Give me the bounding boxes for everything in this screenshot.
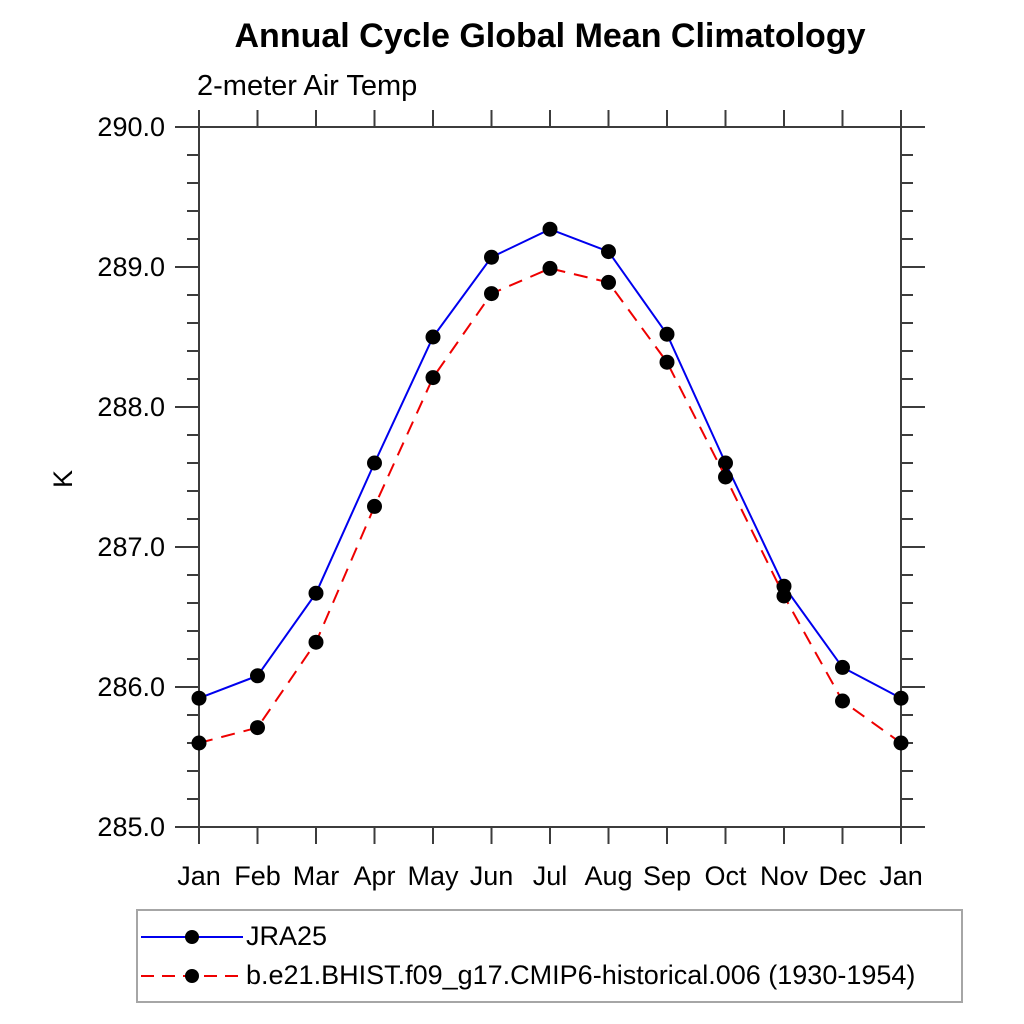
x-tick-label: Jan [879, 861, 923, 891]
y-tick-label: 285.0 [97, 812, 165, 842]
legend-item-jra25: JRA25 [140, 920, 961, 954]
data-point-marker [893, 735, 909, 751]
data-point-marker [425, 329, 441, 345]
chart-subtitle: 2-meter Air Temp [197, 70, 418, 102]
data-point-marker [542, 221, 558, 237]
data-point-marker [659, 354, 675, 370]
data-point-marker [601, 244, 616, 260]
y-tick-label: 286.0 [97, 672, 165, 702]
data-point-marker [718, 469, 733, 485]
x-tick-label: Jun [470, 861, 514, 891]
x-tick-label: May [407, 861, 459, 891]
data-point-marker [308, 585, 324, 601]
data-point-marker [191, 735, 207, 751]
x-tick-label: Jul [533, 861, 568, 891]
chart-title: Annual Cycle Global Mean Climatology [234, 17, 866, 55]
data-point-marker [835, 659, 850, 675]
x-tick-label: Nov [760, 861, 809, 891]
x-tick-label: Jan [177, 861, 221, 891]
y-tick-label: 290.0 [97, 112, 165, 142]
data-point-marker [893, 690, 909, 706]
series-line-model [198, 267, 902, 744]
data-point-marker [367, 455, 382, 471]
data-point-marker [367, 498, 382, 514]
data-point-marker [308, 634, 324, 650]
legend-marker-icon [185, 968, 199, 983]
data-point-marker [601, 274, 616, 290]
x-tick-label: Dec [818, 861, 866, 891]
data-point-marker [250, 668, 265, 684]
x-tick-label: Oct [704, 861, 747, 891]
legend-label-jra25: JRA25 [246, 921, 328, 951]
data-point-marker [659, 326, 675, 342]
x-tick-label: Apr [353, 861, 395, 891]
legend-marker-icon [185, 929, 199, 944]
data-point-marker [484, 286, 499, 302]
data-point-marker [718, 455, 733, 471]
data-point-marker [484, 249, 499, 265]
data-point-marker [191, 690, 207, 706]
x-tick-label: Aug [584, 861, 632, 891]
data-point-marker [542, 260, 558, 276]
x-tick-label: Sep [643, 861, 691, 891]
legend: JRA25 b.e21.BHIST.f09_g17.CMIP6-historic… [136, 909, 963, 1003]
x-tick-label: Mar [293, 861, 340, 891]
x-tick-label: Feb [234, 861, 281, 891]
y-tick-label: 287.0 [97, 532, 165, 562]
data-point-marker [776, 588, 792, 604]
data-point-marker [425, 370, 441, 386]
legend-item-model: b.e21.BHIST.f09_g17.CMIP6-historical.006… [140, 959, 961, 993]
data-point-marker [835, 693, 850, 709]
y-tick-label: 289.0 [97, 252, 165, 282]
legend-line-sample-jra25 [141, 929, 243, 944]
data-point-marker [250, 720, 265, 736]
series-line-jra25 [198, 228, 902, 700]
y-tick-label: 288.0 [97, 392, 165, 422]
legend-label-model: b.e21.BHIST.f09_g17.CMIP6-historical.006… [246, 960, 916, 990]
legend-line-sample-model [141, 968, 243, 983]
